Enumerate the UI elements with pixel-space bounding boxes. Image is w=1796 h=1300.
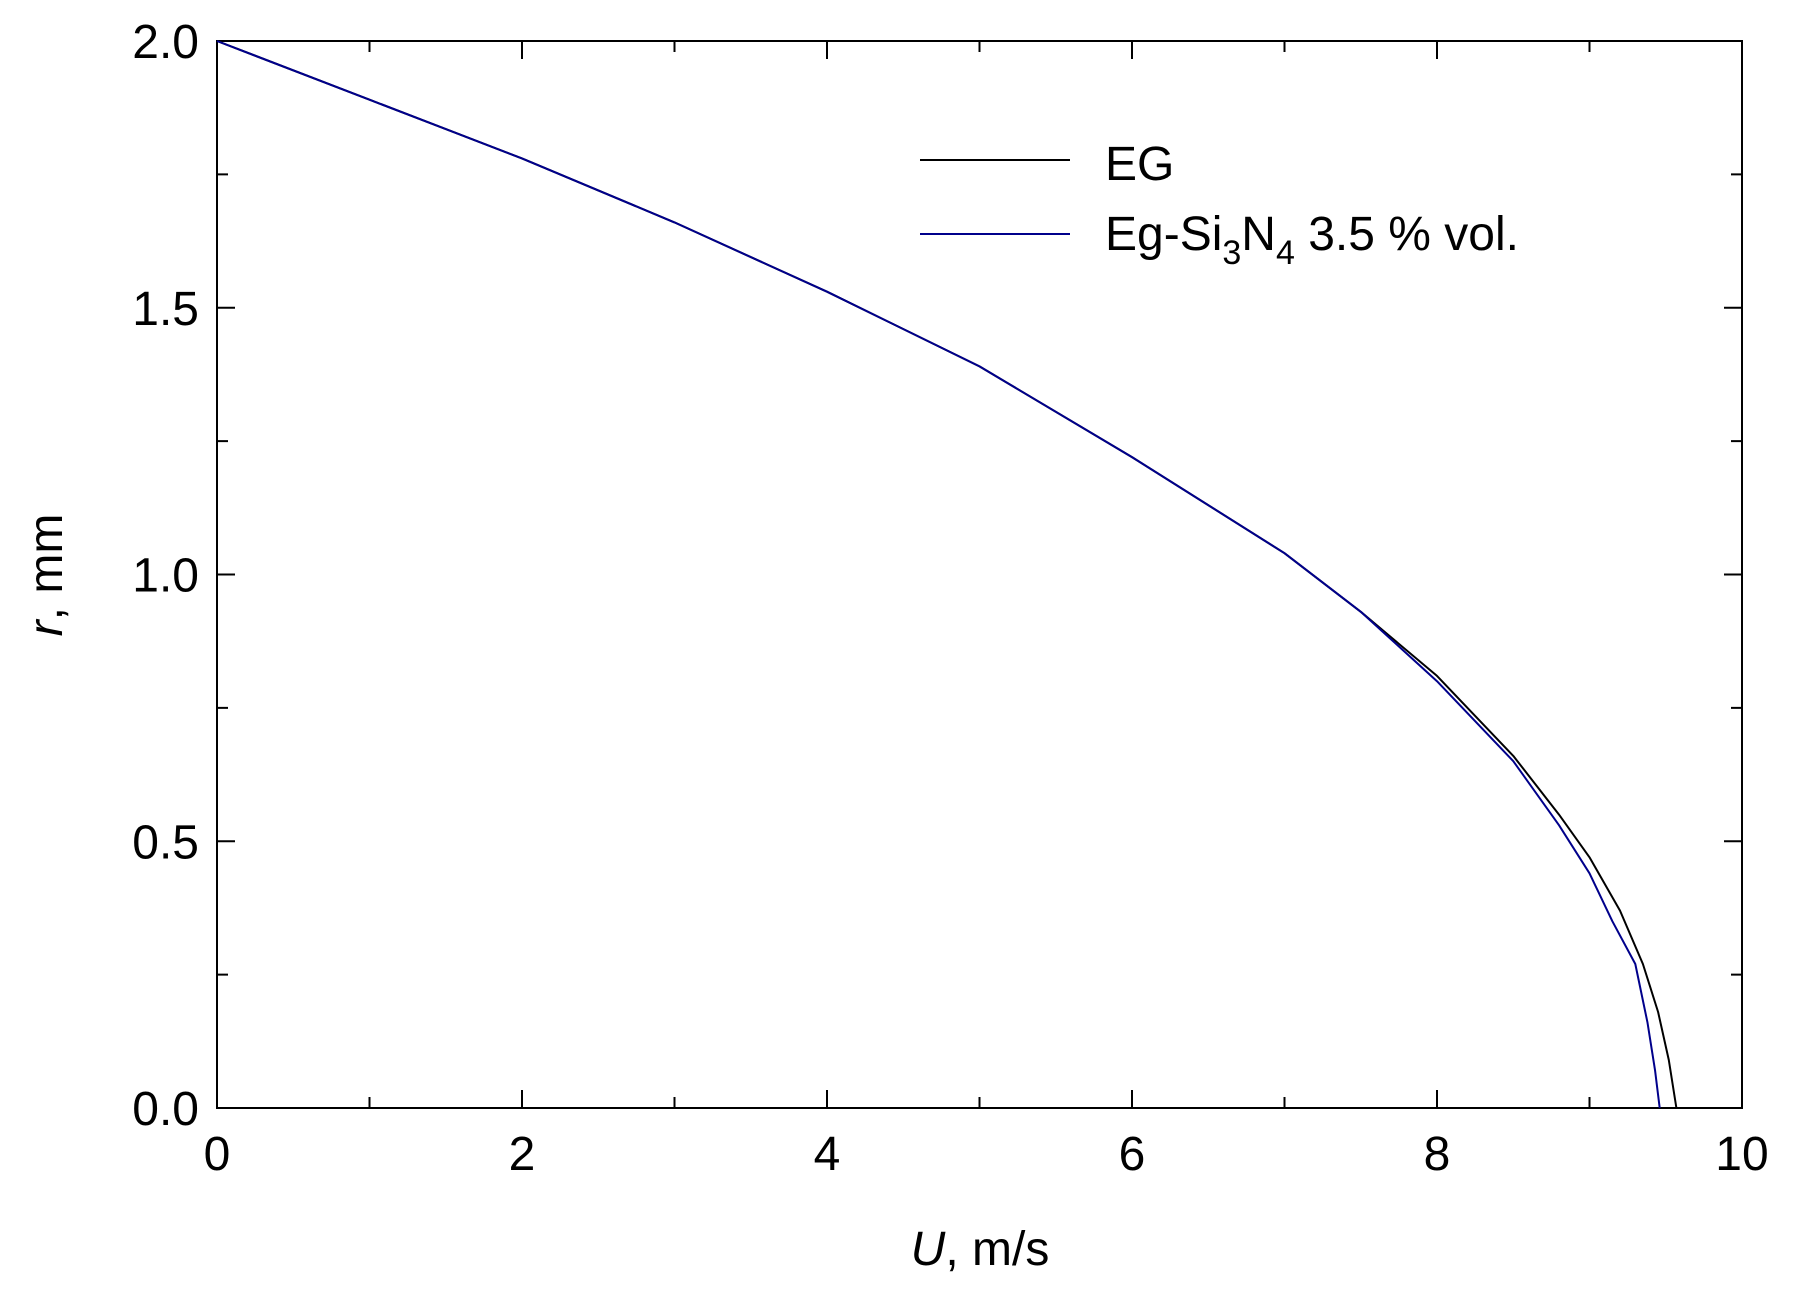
x-tick-label: 8 [1424,1128,1451,1181]
legend-label-part: Eg-Si [1105,208,1222,261]
y-tick-label: 0.0 [132,1083,199,1136]
legend-label-subscript: 3 [1222,234,1241,272]
legend-label-eg: EG [1105,138,1174,191]
series-line-eg [216,40,1678,1109]
legend-label-eg-si3n4: Eg-Si3N4 3.5 % vol. [1105,208,1519,272]
x-axis-var: U [911,1223,946,1276]
legend-label-part: 3.5 % vol. [1295,208,1519,261]
legend: EG Eg-Si3N4 3.5 % vol. [920,138,1519,272]
x-tick-label: 6 [1119,1128,1146,1181]
x-tick-label: 10 [1715,1128,1768,1181]
x-axis-unit: , m/s [945,1223,1049,1276]
y-axis-title: r, mm [20,514,73,637]
y-tick-label: 0.5 [132,816,199,869]
series-layer [216,40,1678,1109]
y-axis-unit: , mm [20,514,73,621]
y-tick-label: 2.0 [132,16,199,69]
legend-label-part: N [1241,208,1276,261]
axis-ticks [217,41,1742,1108]
legend-label-subscript: 4 [1276,234,1295,272]
x-axis-title: U, m/s [911,1223,1050,1276]
axis-tick-labels: 0 2 4 6 8 10 0.0 0.5 1.0 1.5 2.0 [132,16,1768,1181]
y-tick-label: 1.5 [132,283,199,336]
x-tick-label: 0 [204,1128,231,1181]
y-tick-label: 1.0 [132,550,199,603]
y-axis-var: r [20,618,73,636]
plot-frame [216,40,1743,1109]
x-tick-label: 2 [509,1128,536,1181]
x-tick-label: 4 [814,1128,841,1181]
series-line-eg-si3n4 [216,40,1661,1109]
